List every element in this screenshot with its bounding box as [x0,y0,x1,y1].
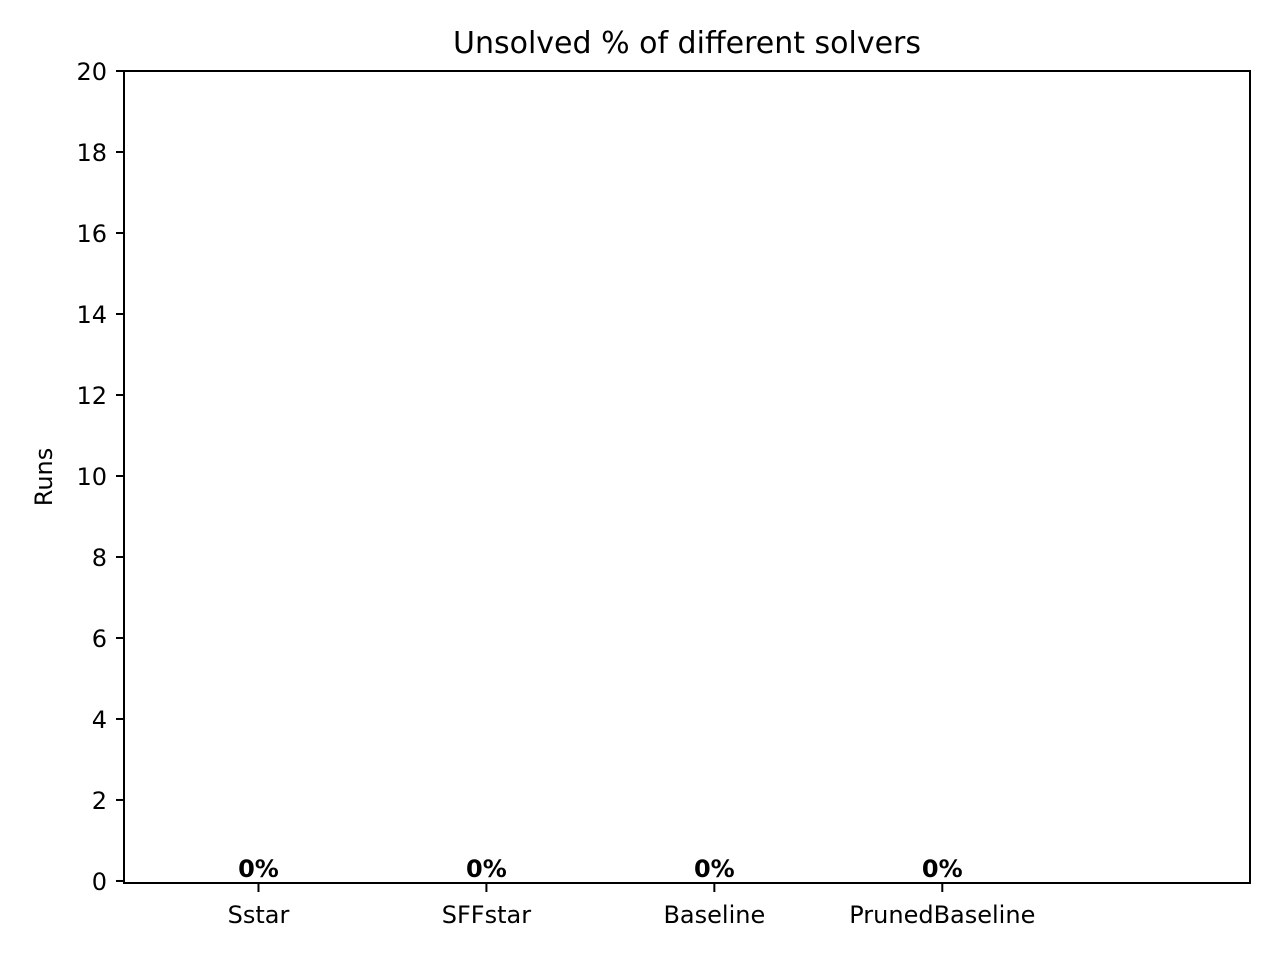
y-tick-label: 4 [92,706,107,734]
x-axis: Sstar SFFstar Baseline PrunedBaseline [228,883,1035,929]
data-label: 0% [466,855,507,883]
y-tick-label: 12 [76,382,107,410]
plot-area [123,70,1251,884]
y-tick-label: 16 [76,220,107,248]
data-label: 0% [238,855,279,883]
x-tick-label: SFFstar [442,901,531,929]
y-axis: 0 2 4 6 8 10 12 14 16 18 20 [76,58,124,896]
data-labels: 0% 0% 0% 0% [238,855,963,883]
chart-title: Unsolved % of different solvers [453,26,921,61]
y-axis-label: Runs [30,448,58,507]
x-tick-label: Baseline [663,901,765,929]
y-tick-label: 8 [92,544,107,572]
y-tick-label: 20 [76,58,107,86]
data-label: 0% [694,855,735,883]
y-tick-label: 10 [76,463,107,491]
data-label: 0% [922,855,963,883]
plot-frame [123,70,1251,884]
y-tick-label: 0 [92,868,107,896]
x-tick-label: Sstar [228,901,290,929]
y-tick-label: 6 [92,625,107,653]
x-tick-label: PrunedBaseline [849,901,1035,929]
y-tick-label: 14 [76,301,107,329]
y-tick-label: 18 [76,139,107,167]
y-tick-label: 2 [92,787,107,815]
